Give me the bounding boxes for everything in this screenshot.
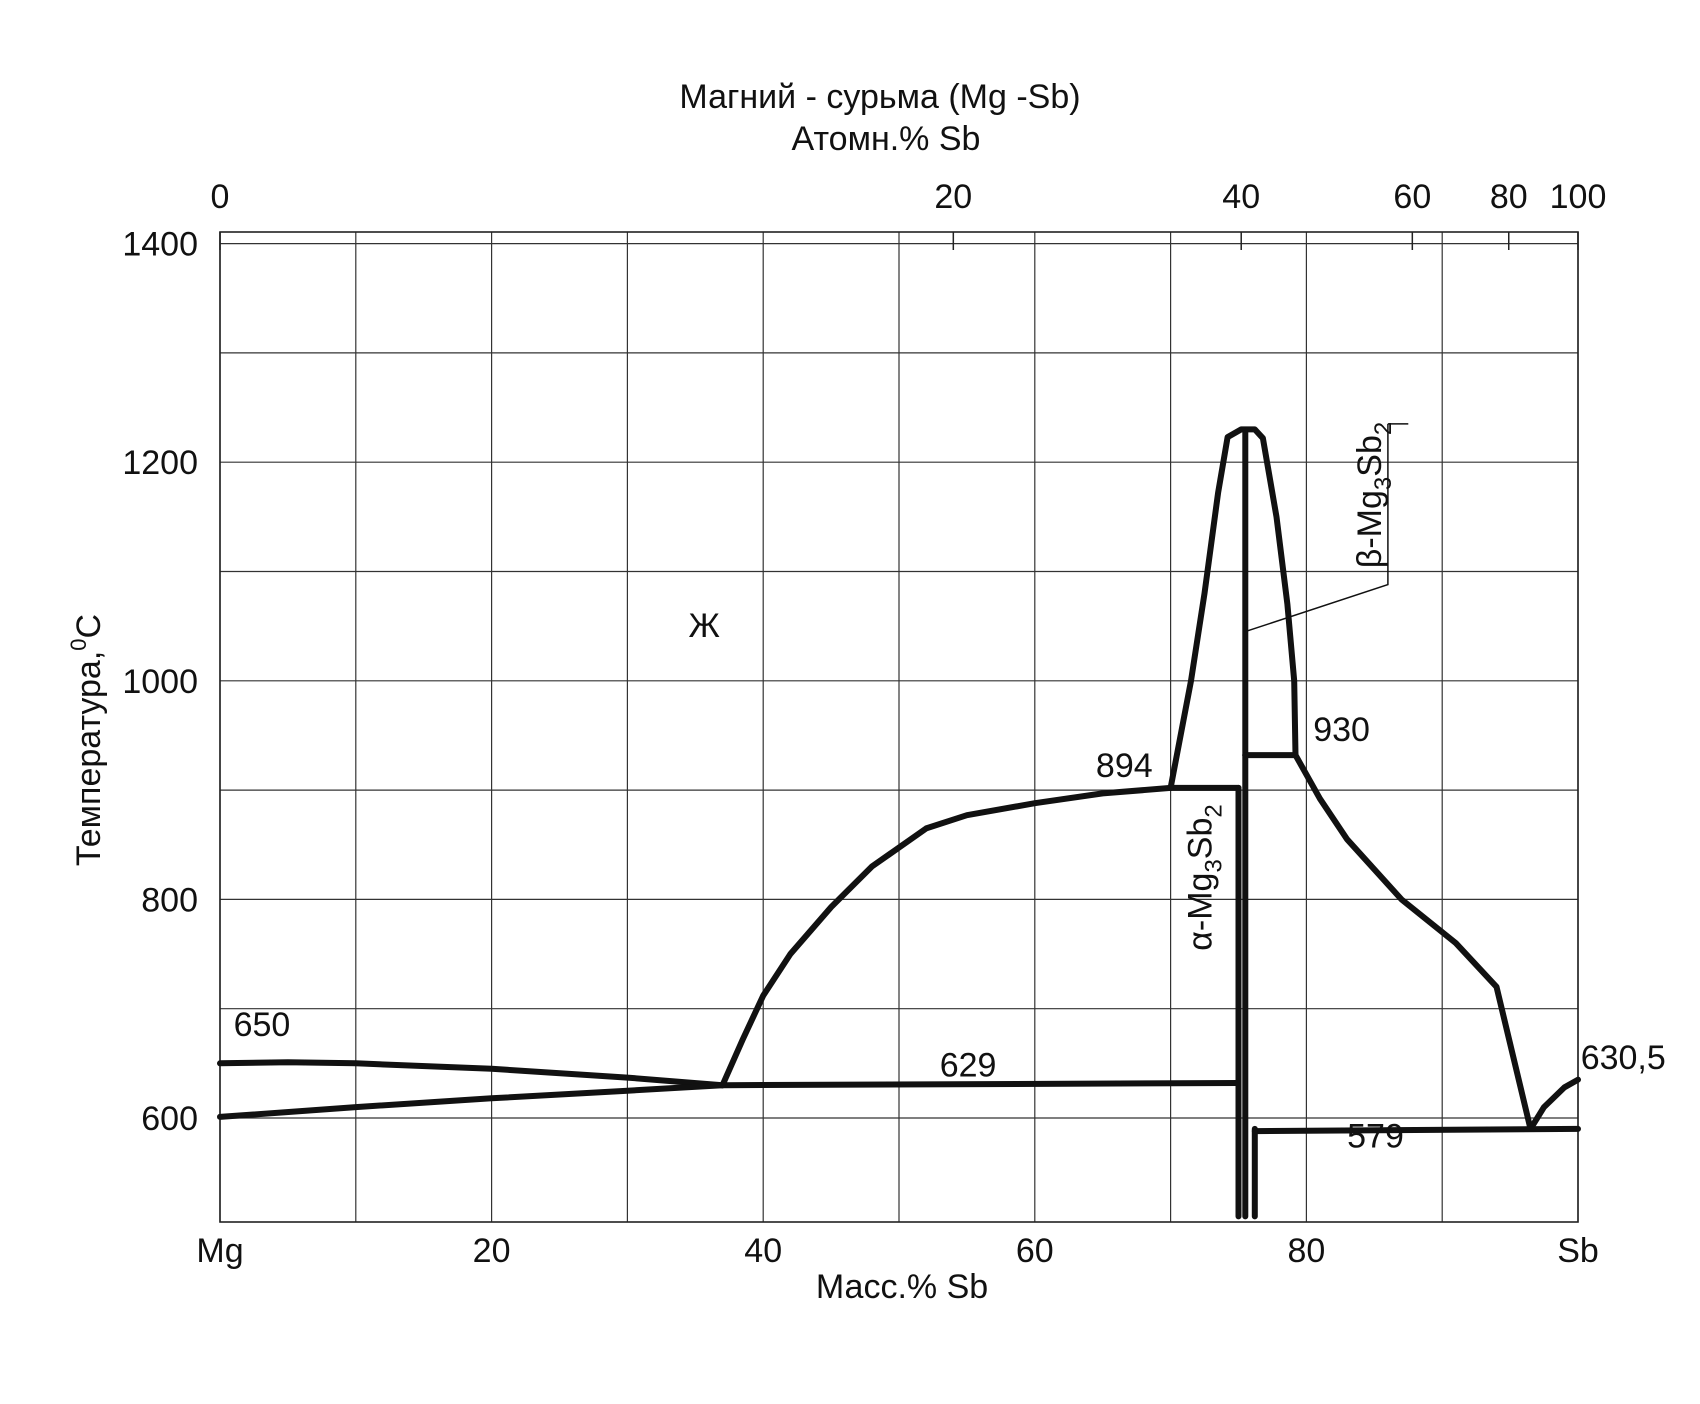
phase-curve-4: [719, 784, 1174, 1089]
phase-label-part: 2: [1200, 804, 1227, 817]
phase-label-1: α-Mg3Sb2: [1181, 804, 1227, 951]
phase-label-part: Sb: [1181, 818, 1219, 860]
x-axis-label: Масс.% Sb: [816, 1268, 988, 1306]
annotation-label: 629: [940, 1046, 997, 1084]
y-axis-label: Температура,0C: [66, 614, 108, 866]
grid: [219, 232, 1579, 1222]
annotation-label: 579: [1347, 1118, 1404, 1156]
top-tick-label: 40: [1222, 178, 1260, 216]
x-tick-label: 20: [473, 1232, 511, 1270]
annotation-label: 930: [1313, 711, 1370, 749]
phase-label-2: β-Mg3Sb2: [1351, 422, 1397, 568]
y-tick-label: 1200: [122, 444, 198, 482]
annotation-label: 630,5: [1581, 1039, 1666, 1077]
phase-label-part: β-Mg: [1351, 490, 1389, 568]
x-tick-label: Mg: [196, 1232, 243, 1270]
y-tick-label: 1000: [122, 663, 198, 701]
phase-curve-1: [217, 1059, 726, 1089]
phase-curve-6: [1167, 426, 1299, 791]
y-tick-label: 1400: [122, 226, 198, 264]
beta-leader: [1245, 423, 1389, 633]
phase-leader-line: [1245, 423, 1409, 633]
phase-curve-10: [1527, 1076, 1581, 1132]
y-tick-label: 800: [141, 881, 198, 919]
y-tick-labels: 600 800 1000 1200 1400: [122, 226, 198, 1138]
annotations: 650 629 894 930 579 630,5 Ж: [234, 607, 1666, 1155]
x-tick-label: 60: [1016, 1232, 1054, 1270]
phase-label-part: 3: [1200, 859, 1227, 872]
top-tick-label: 20: [934, 178, 972, 216]
phase-label-part: α-Mg: [1181, 873, 1219, 951]
plot-frame: [219, 231, 1579, 1223]
x-tick-label: 80: [1287, 1232, 1325, 1270]
phase-curve-2: [217, 1082, 726, 1120]
chart-title: Магний - сурьма (Mg -Sb): [679, 78, 1080, 116]
phase-label-part: 3: [1370, 477, 1397, 490]
y-axis-unit: C: [70, 614, 108, 639]
phase-curve-11: [1251, 1125, 1581, 1135]
annotation-label: 650: [234, 1006, 291, 1044]
top-tick-label: 80: [1490, 178, 1528, 216]
top-tick-label: 0: [211, 178, 230, 216]
phase-label-part: 2: [1370, 422, 1397, 435]
y-axis-label-text: Температура,: [70, 651, 108, 866]
top-tick-label: 60: [1393, 178, 1431, 216]
top-tick-label: 100: [1550, 178, 1607, 216]
phase-curve-9: [1292, 752, 1534, 1132]
phase-curve-3: [719, 1080, 1242, 1089]
x-tick-labels: Mg 20 40 60 80 Sb: [196, 1232, 1598, 1270]
x-tick-label: Sb: [1557, 1232, 1599, 1270]
top-tick-labels: 0 20 40 60 80 100: [211, 178, 1607, 250]
y-axis-unit-sup: 0: [66, 638, 91, 650]
y-tick-label: 600: [141, 1100, 198, 1138]
top-axis-label: Атомн.% Sb: [792, 120, 981, 158]
annotation-label: Ж: [689, 607, 720, 645]
phase-label-part: Sb: [1351, 435, 1389, 477]
annotation-label: 894: [1096, 747, 1153, 785]
x-tick-label: 40: [744, 1232, 782, 1270]
phase-curves: [217, 426, 1581, 1220]
